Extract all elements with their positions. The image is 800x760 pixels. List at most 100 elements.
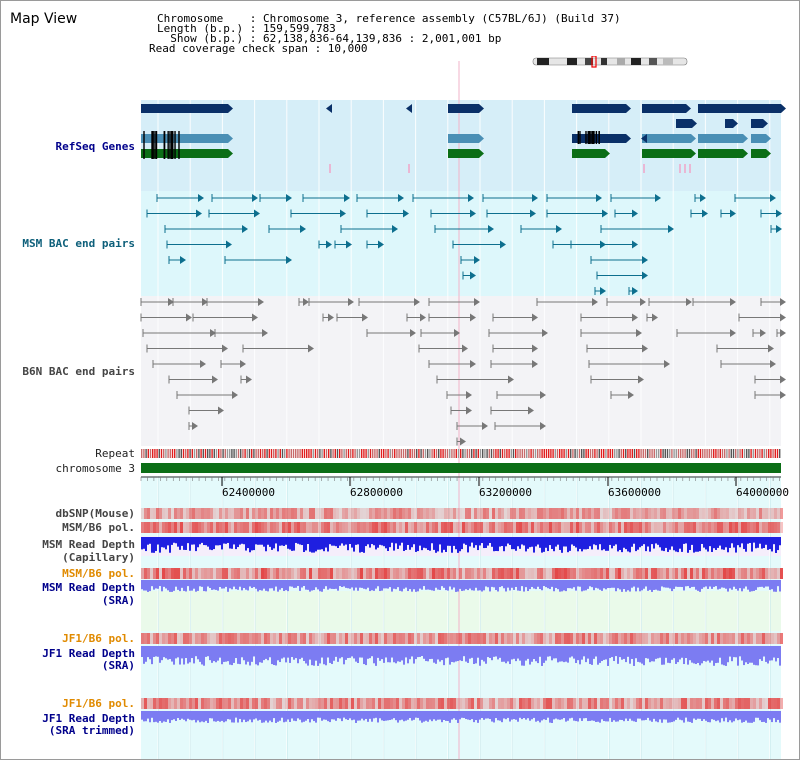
read-depth-bar	[529, 537, 531, 548]
b6n-bac-pair-end	[664, 360, 670, 368]
read-depth-bar	[395, 580, 397, 590]
read-depth-bar	[635, 646, 637, 659]
read-depth-bar	[141, 646, 143, 657]
chromosome-ideogram[interactable]	[531, 53, 689, 68]
read-depth-bar	[695, 711, 697, 720]
read-depth-bar	[593, 580, 595, 591]
read-depth-bar	[277, 711, 279, 722]
read-depth-bar	[175, 711, 177, 722]
variant-density-cell	[684, 508, 687, 519]
read-depth-bar	[309, 537, 311, 552]
read-depth-bar	[651, 537, 653, 545]
read-depth-bar	[461, 646, 463, 662]
variant-density-cell	[312, 568, 315, 579]
variant-density-cell	[642, 698, 645, 709]
variant-density-cell	[444, 633, 447, 644]
repeat-element	[757, 449, 759, 458]
read-depth-bar	[201, 646, 203, 665]
variant-density-cell	[537, 633, 540, 644]
variant-density-cell	[336, 568, 339, 579]
variant-density-cell	[186, 568, 189, 579]
variant-density-cell	[387, 508, 390, 519]
repeat-element	[453, 449, 455, 458]
read-depth-bar	[301, 711, 303, 723]
read-depth-bar	[275, 580, 277, 587]
variant-density-cell	[186, 633, 189, 644]
read-depth-bar	[717, 646, 719, 663]
variant-density-cell	[315, 522, 318, 533]
read-depth-bar	[443, 537, 445, 550]
read-depth-bar	[691, 646, 693, 663]
variant-density-cell	[189, 508, 192, 519]
variant-density-cell	[678, 633, 681, 644]
read-depth-bar	[549, 580, 551, 590]
variant-density-cell	[426, 698, 429, 709]
read-depth-bar	[489, 646, 491, 658]
read-depth-bar	[159, 537, 161, 553]
variant-density-cell	[564, 633, 567, 644]
repeat-element	[385, 449, 387, 458]
read-depth-bar	[649, 580, 651, 590]
read-depth-bar	[267, 711, 269, 723]
repeat-element	[328, 449, 330, 458]
msm-bac-pair-end	[470, 209, 476, 218]
variant-density-cell	[699, 508, 702, 519]
read-depth-bar	[547, 537, 549, 552]
variant-density-cell	[153, 633, 156, 644]
variant-density-cell	[768, 568, 771, 579]
read-depth-bar	[275, 711, 277, 723]
read-depth-bar	[315, 711, 317, 723]
read-depth-bar	[181, 580, 183, 588]
repeat-element	[752, 449, 754, 458]
repeat-element	[728, 449, 730, 458]
read-depth-bar	[565, 711, 567, 722]
read-depth-bar	[299, 646, 301, 660]
variant-density-cell	[276, 698, 279, 709]
read-depth-bar	[561, 711, 563, 720]
read-depth-bar	[347, 537, 349, 551]
read-depth-bar	[349, 711, 351, 719]
read-depth-bar	[655, 580, 657, 590]
variant-density-cell	[465, 508, 468, 519]
read-depth-bar	[389, 537, 391, 548]
read-depth-bar	[149, 580, 151, 592]
read-depth-bar	[639, 537, 641, 548]
repeat-element	[193, 449, 196, 458]
repeat-element	[541, 449, 543, 458]
read-depth-bar	[253, 537, 255, 551]
read-depth-bar	[475, 711, 477, 721]
variant-density-cell	[780, 508, 783, 519]
b6n-bac-pair-end	[258, 298, 264, 306]
repeat-element	[477, 449, 479, 458]
variant-density-cell	[153, 568, 156, 579]
read-depth-bar	[287, 646, 289, 658]
read-depth-bar	[773, 537, 775, 545]
read-depth-bar	[761, 646, 763, 661]
read-depth-bar	[683, 537, 685, 544]
variant-density-cell	[738, 698, 741, 709]
repeat-element	[495, 449, 497, 458]
read-depth-bar	[413, 537, 415, 545]
read-depth-bar	[421, 711, 423, 723]
read-depth-bar	[199, 646, 201, 662]
variant-density-cell	[627, 633, 630, 644]
variant-density-cell	[318, 568, 321, 579]
read-depth-bar	[679, 537, 681, 549]
gene-strand-arrow	[626, 104, 631, 113]
variant-density-cell	[561, 698, 564, 709]
variant-density-cell	[162, 698, 165, 709]
variant-density-cell	[558, 633, 561, 644]
read-depth-bar	[145, 580, 147, 591]
repeat-element	[204, 449, 207, 458]
variant-density-cell	[180, 508, 183, 519]
variant-density-cell	[552, 508, 555, 519]
read-depth-bar	[615, 646, 617, 657]
read-depth-bar	[721, 580, 723, 588]
read-depth-bar	[437, 537, 439, 552]
repeat-element	[266, 449, 268, 458]
read-depth-bar	[535, 537, 537, 547]
variant-density-cell	[774, 522, 777, 533]
read-depth-bar	[469, 711, 471, 721]
variant-density-cell	[339, 698, 342, 709]
